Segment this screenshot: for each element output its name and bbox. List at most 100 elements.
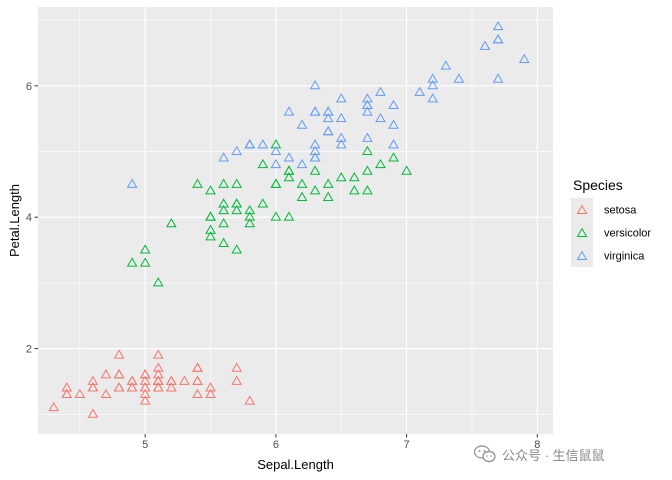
legend-label-versicolor: versicolor	[604, 228, 651, 240]
data-point-virginica	[309, 139, 321, 149]
data-point-virginica	[309, 145, 321, 155]
data-point-versicolor	[218, 237, 229, 247]
data-point-virginica	[322, 106, 334, 116]
data-point-virginica	[270, 145, 282, 155]
data-point-virginica	[362, 93, 373, 103]
data-point-virginica	[375, 86, 386, 96]
data-point-virginica	[244, 139, 256, 149]
data-point-setosa	[113, 382, 125, 392]
data-point-virginica	[427, 93, 439, 103]
y-tick-labels: 2 4 6	[26, 81, 32, 356]
x-axis-title: Sepal.Length	[257, 457, 334, 472]
data-point-setosa	[139, 395, 151, 405]
data-point-versicolor	[205, 185, 216, 195]
y-tick-label: 6	[26, 81, 32, 93]
data-point-virginica	[322, 125, 334, 136]
data-point-virginica	[218, 152, 229, 162]
data-point-setosa	[231, 375, 243, 385]
data-point-versicolor	[218, 178, 229, 188]
x-tick-label: 5	[142, 439, 148, 451]
data-point-virginica	[414, 86, 426, 96]
data-point-virginica	[309, 152, 321, 162]
data-point-versicolor	[309, 185, 321, 195]
data-points	[48, 20, 530, 418]
data-point-versicolor	[218, 198, 229, 208]
data-point-virginica	[126, 178, 138, 188]
data-point-setosa	[113, 369, 125, 379]
data-point-versicolor	[231, 204, 243, 215]
data-point-versicolor	[257, 198, 269, 208]
data-point-versicolor	[401, 165, 412, 175]
data-point-versicolor	[283, 211, 295, 221]
data-point-setosa	[139, 369, 151, 379]
data-point-setosa	[100, 388, 112, 399]
data-point-setosa	[152, 349, 164, 359]
wechat-icon	[474, 445, 496, 463]
data-point-versicolor	[192, 178, 203, 188]
y-tick-label: 2	[26, 344, 32, 356]
data-point-virginica	[296, 119, 308, 129]
data-point-setosa	[152, 382, 164, 392]
data-point-versicolor	[165, 217, 177, 228]
legend-symbol-versicolor	[576, 227, 588, 237]
data-point-virginica	[492, 20, 504, 31]
legend-label-virginica: virginica	[604, 251, 645, 263]
data-point-virginica	[283, 152, 295, 162]
data-point-setosa	[113, 349, 125, 359]
data-point-virginica	[309, 79, 321, 90]
data-point-versicolor	[152, 277, 164, 287]
data-point-virginica	[335, 132, 347, 142]
data-point-setosa	[139, 375, 151, 385]
data-point-setosa	[152, 375, 164, 385]
data-point-setosa	[165, 375, 177, 385]
data-point-setosa	[126, 375, 138, 385]
data-point-versicolor	[218, 204, 229, 215]
data-point-virginica	[427, 79, 439, 90]
data-point-versicolor	[322, 178, 334, 188]
data-point-setosa	[139, 382, 151, 392]
data-point-setosa	[48, 401, 60, 412]
data-point-virginica	[257, 139, 269, 149]
data-point-setosa	[205, 388, 216, 399]
data-point-setosa	[74, 388, 86, 399]
data-point-virginica	[388, 99, 399, 110]
data-point-setosa	[61, 388, 73, 399]
minor-gridlines	[38, 7, 553, 434]
data-point-virginica	[283, 106, 295, 116]
legend-key-setosa	[571, 198, 593, 221]
data-point-virginica	[388, 139, 399, 149]
data-point-setosa	[205, 382, 216, 392]
data-point-virginica	[479, 40, 491, 50]
data-point-versicolor	[388, 152, 399, 162]
data-point-versicolor	[362, 185, 373, 195]
data-point-versicolor	[139, 257, 151, 267]
x-tick-label: 8	[534, 439, 540, 451]
legend-key-versicolor	[571, 221, 593, 244]
data-point-versicolor	[139, 244, 151, 254]
data-point-virginica	[362, 106, 373, 116]
data-point-versicolor	[348, 171, 360, 182]
data-point-setosa	[87, 375, 99, 385]
legend-title: Species	[573, 177, 623, 193]
data-point-virginica	[309, 106, 321, 116]
data-point-versicolor	[244, 204, 256, 215]
data-point-setosa	[126, 382, 138, 392]
data-point-versicolor	[362, 145, 373, 155]
data-point-versicolor	[322, 191, 334, 201]
watermark: 公众号 · 生信鼠鼠	[474, 444, 605, 464]
watermark-text: 公众号 · 生信鼠鼠	[502, 447, 605, 463]
data-point-setosa	[231, 362, 243, 372]
data-point-versicolor	[270, 139, 282, 149]
data-point-setosa	[179, 375, 190, 385]
data-point-versicolor	[231, 244, 243, 254]
y-axis-title: Petal.Length	[7, 184, 22, 257]
data-point-setosa	[165, 382, 177, 392]
data-point-setosa	[139, 388, 151, 399]
data-point-virginica	[270, 158, 282, 169]
data-point-versicolor	[231, 178, 243, 188]
data-point-virginica	[453, 73, 465, 83]
data-point-virginica	[440, 60, 452, 70]
data-point-virginica	[375, 112, 386, 123]
data-point-setosa	[152, 369, 164, 379]
data-point-setosa	[244, 395, 256, 405]
